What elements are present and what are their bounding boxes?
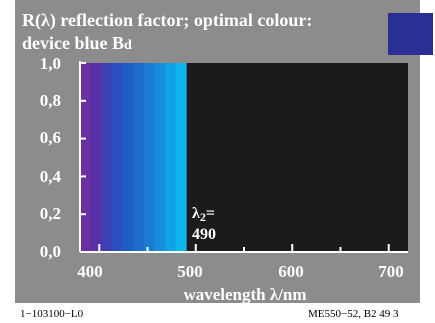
reflection-band-segment: [80, 63, 92, 252]
color-swatch: [388, 13, 433, 55]
x-tick-label: 600: [278, 262, 304, 281]
y-tick-label: 0,4: [39, 167, 61, 186]
reflection-band-segment: [154, 63, 166, 252]
x-tick-label: 700: [378, 262, 404, 281]
x-axis-label: wavelength λ/nm: [183, 285, 307, 304]
chart-title-line2: device blue Bd: [22, 33, 132, 53]
wavelength-annotation: λ2= 490: [192, 205, 216, 243]
reflection-band-segment: [111, 63, 123, 252]
y-tick-label: 0,2: [39, 204, 61, 223]
footer-right: ME550−52, B2 49 3: [308, 308, 399, 320]
y-tick-label: 0,6: [39, 128, 61, 147]
reflection-band-segment: [164, 63, 177, 252]
chart-title-line1: R(λ) reflection factor; optimal colour:: [22, 10, 313, 30]
reflection-band-segment: [175, 63, 187, 252]
chart-plot: [79, 61, 408, 253]
reflection-band-segment: [122, 63, 134, 252]
x-tick-label: 400: [77, 262, 103, 281]
y-tick-label: 1,0: [39, 54, 61, 73]
footer-left: 1−103100−L0: [20, 308, 84, 320]
x-tick-label: 500: [177, 262, 203, 281]
y-tick-label: 0,0: [39, 242, 61, 261]
reflection-band-segment: [101, 63, 113, 252]
reflection-band-segment: [133, 63, 145, 252]
chart-panel: R(λ) reflection factor; optimal colour: …: [15, 0, 433, 304]
reflection-band-segment: [90, 63, 102, 252]
reflection-band-segment: [143, 63, 155, 252]
y-tick-label: 0,8: [39, 91, 61, 110]
